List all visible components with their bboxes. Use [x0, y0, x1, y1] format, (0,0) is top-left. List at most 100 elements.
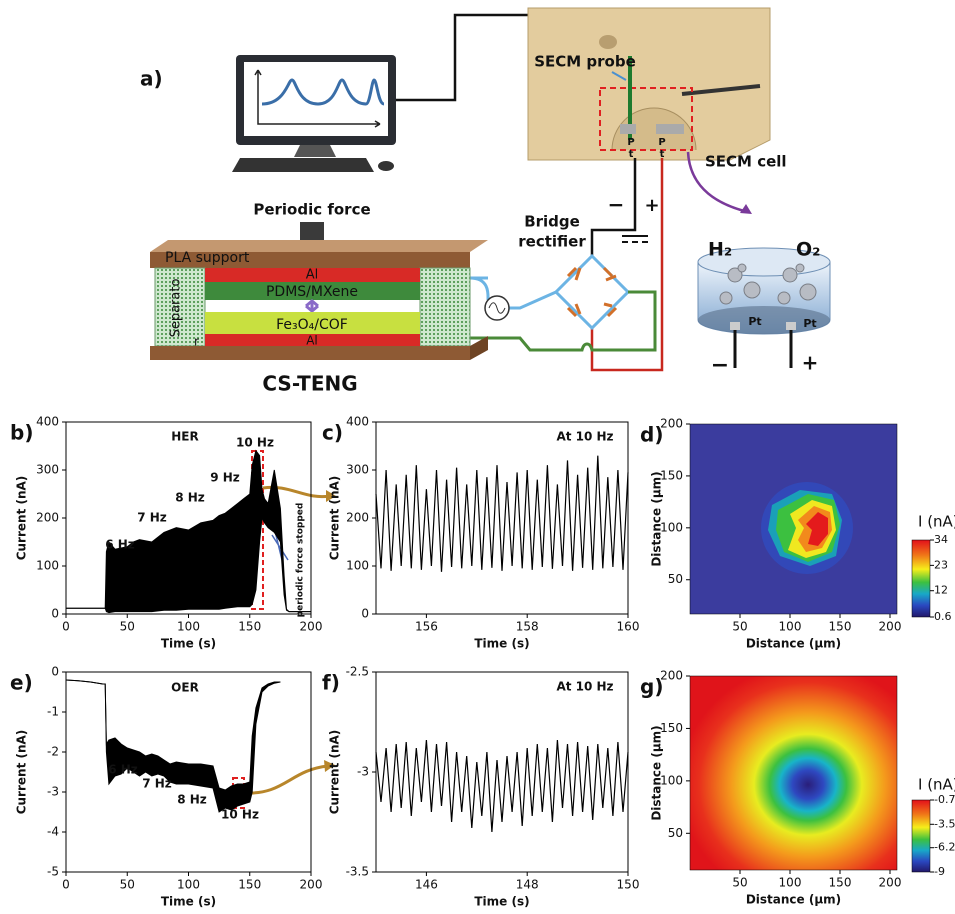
colorbar-tick-label: 23: [934, 558, 948, 571]
electrode: [730, 322, 740, 330]
y-tick-label: 200: [660, 669, 683, 683]
panel-label: e): [10, 671, 33, 695]
x-tick-label: 158: [516, 620, 539, 634]
label: O₂: [796, 239, 820, 261]
y-tick-label: 100: [660, 520, 683, 534]
annotation: 6 Hz: [105, 538, 135, 552]
y-tick-label: 100: [660, 773, 683, 787]
y-axis-label: Current (nA): [328, 730, 342, 815]
arrow: [244, 766, 328, 793]
label: Bridge: [524, 213, 580, 231]
x-tick-label: 100: [177, 620, 200, 634]
data-line: [376, 456, 628, 572]
pt-pad: [620, 124, 636, 134]
x-tick-label: 0: [62, 620, 70, 634]
x-tick-label: 150: [238, 878, 261, 892]
y-tick-label: -3.5: [346, 865, 369, 879]
panel-label: c): [322, 421, 343, 445]
y-tick-label: -5: [47, 865, 59, 879]
label: Separato: [169, 279, 184, 338]
annotation: At 10 Hz: [556, 430, 613, 444]
y-tick-label: 400: [36, 415, 59, 429]
y-tick-label: 150: [660, 721, 683, 735]
annotation: HER: [171, 430, 198, 444]
panel-label: b): [10, 421, 33, 445]
label: Fe₃O₄/COF: [276, 317, 348, 333]
x-tick-label: 160: [617, 620, 640, 634]
colorbar-tick-label: -6.2: [934, 841, 955, 854]
y-tick-label: 200: [660, 417, 683, 431]
x-tick-label: 50: [732, 876, 747, 890]
dc-symbol: [622, 236, 648, 242]
y-tick-label: 0: [51, 665, 59, 679]
axes-frame: [376, 672, 628, 872]
y-tick-label: 400: [346, 415, 369, 429]
label: SECM cell: [705, 153, 787, 171]
rectifier: [556, 256, 628, 328]
annotation: 8 Hz: [175, 491, 205, 505]
x-tick-label: 100: [779, 620, 802, 634]
colorbar-tick-label: -3.5: [934, 817, 955, 830]
y-tick-label: 50: [668, 572, 683, 586]
label: P: [627, 137, 634, 148]
colorbar: [912, 540, 930, 617]
x-axis-label: Time (s): [474, 637, 529, 651]
y-tick-label: 0: [51, 607, 59, 621]
x-axis-label: Time (s): [161, 895, 216, 909]
mouse: [378, 161, 394, 171]
colorbar-tick-label: -0.7: [934, 793, 955, 806]
annotation: 10 Hz: [221, 808, 259, 822]
y-tick-label: -2.5: [346, 665, 369, 679]
diagram: a) SECM probe P t P t SECM cell − + Brid…: [140, 8, 830, 396]
label: t: [629, 149, 634, 160]
colorbar-tick-label: 12: [934, 584, 948, 597]
band-fill: [66, 451, 311, 613]
y-tick-label: 200: [346, 511, 369, 525]
x-axis-label: Time (s): [161, 637, 216, 651]
label: P: [658, 137, 665, 148]
keyboard: [232, 158, 374, 172]
annotation: 10 Hz: [236, 436, 274, 450]
sign: −: [711, 353, 729, 378]
sign: −: [608, 193, 625, 217]
label: Pt: [748, 315, 761, 328]
x-tick-label: 150: [617, 878, 640, 892]
heatmap-d: [690, 424, 897, 614]
data-line: [376, 740, 628, 832]
x-tick-label: 200: [879, 620, 902, 634]
annotation: 7 Hz: [137, 511, 167, 525]
annotation: At 10 Hz: [556, 680, 613, 694]
sign: +: [644, 195, 659, 216]
x-tick-label: 0: [62, 878, 70, 892]
label: Pt: [803, 317, 816, 330]
x-tick-label: 200: [300, 878, 323, 892]
label: rectifier: [518, 233, 586, 251]
screen: [244, 62, 388, 136]
x-tick-label: 156: [415, 620, 438, 634]
colorbar-label: I (nA): [918, 776, 955, 794]
x-tick-label: 146: [415, 878, 438, 892]
x-tick-label: 200: [300, 620, 323, 634]
band-fill: [66, 680, 280, 812]
colorbar: [912, 800, 930, 872]
panel-label: a): [140, 67, 163, 91]
y-axis-label: Current (nA): [15, 476, 29, 561]
y-tick-label: -1: [47, 705, 59, 719]
y-tick-label: 150: [660, 468, 683, 482]
annotation: 7 Hz: [142, 777, 172, 791]
y-tick-label: 300: [36, 463, 59, 477]
x-tick-label: 148: [516, 878, 539, 892]
y-tick-label: -3: [357, 765, 369, 779]
label: SECM probe: [534, 53, 636, 71]
x-tick-label: 50: [732, 620, 747, 634]
colorbar-label: I (nA): [918, 513, 955, 531]
pt-pad: [656, 124, 684, 134]
label: Periodic force: [253, 201, 370, 219]
gap-arrow: [306, 301, 318, 311]
x-tick-label: 100: [779, 876, 802, 890]
y-tick-label: 100: [36, 559, 59, 573]
x-tick-label: 150: [829, 876, 852, 890]
x-axis-label: Time (s): [474, 895, 529, 909]
label: Al: [306, 268, 319, 283]
y-tick-label: -4: [47, 825, 59, 839]
